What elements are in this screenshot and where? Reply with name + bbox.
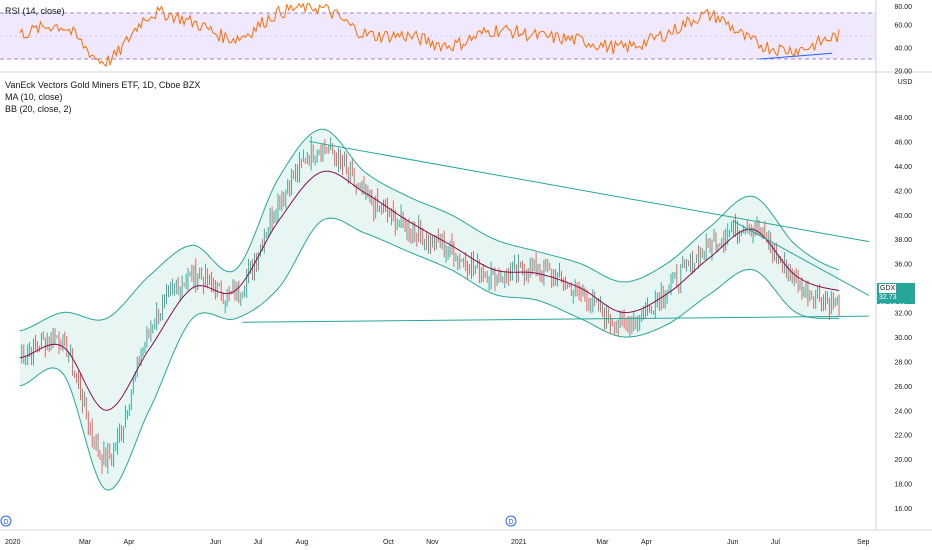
date-tick-label: 2021 (511, 539, 527, 546)
date-tick-label: Aug (296, 539, 309, 546)
last-price-tag: GDX32.73 05:13:11 (877, 283, 915, 310)
trendline-support[interactable] (242, 315, 869, 323)
price-tick-label: 48.00 (894, 115, 912, 122)
date-tick-label: Jun (210, 539, 221, 546)
event-marker-2-label: D (508, 519, 513, 526)
date-tick-label: 2020 (5, 539, 21, 546)
bb-legend[interactable]: BB (20, close, 2) (5, 104, 72, 114)
rsi-tick-label: 20.00 (894, 69, 912, 76)
price-scale[interactable]: 48.0046.0044.0042.0040.0038.0036.0034.00… (894, 115, 912, 513)
price-tick-label: 18.00 (894, 482, 912, 489)
date-tick-label: Jul (254, 539, 263, 546)
trendline-recent[interactable] (732, 220, 870, 296)
rsi-price-scale[interactable]: 80.00 60.00 40.00 20.00 (894, 4, 912, 76)
trendline-upper[interactable] (308, 140, 870, 243)
rsi-tick-label: 80.00 (894, 4, 912, 11)
date-tick-label: Oct (383, 539, 394, 546)
price-tick-label: 28.00 (894, 359, 912, 366)
price-tick-label: 20.00 (894, 457, 912, 464)
date-tick-label: Mar (79, 539, 92, 546)
chart-title[interactable]: VanEck Vectors Gold Miners ETF, 1D, Cboe… (5, 80, 201, 90)
date-tick-label: Sep (857, 539, 870, 546)
date-tick-label: Nov (426, 539, 439, 546)
price-tick-label: 32.00 (894, 311, 912, 318)
price-tag-price: 32.73 (879, 294, 897, 301)
price-tick-label: 42.00 (894, 188, 912, 195)
price-tick-label: 44.00 (894, 164, 912, 171)
time-scale[interactable]: 2020 Mar Apr Jun Jul Aug Oct Nov 2021 Mar Apr Jun Ju… (5, 539, 870, 546)
price-tick-label: 38.00 (894, 237, 912, 244)
rsi-legend[interactable]: RSI (14, close) (5, 6, 65, 16)
event-marker-1[interactable]: D (0, 515, 12, 527)
price-tick-label: 22.00 (894, 433, 912, 440)
bollinger-upper-band (19, 128, 840, 332)
price-bars (21, 136, 840, 475)
price-tick-label: 24.00 (894, 408, 912, 415)
bollinger-band-fill (19, 129, 840, 491)
event-marker-2[interactable]: D (505, 515, 517, 527)
price-tick-label: 16.00 (894, 506, 912, 513)
date-tick-label: Apr (641, 539, 653, 546)
rsi-tick-label: 40.00 (894, 46, 912, 53)
price-tick-label: 46.00 (894, 139, 912, 146)
currency-label: USD (898, 79, 913, 86)
price-tag-countdown: 05:13:11 (879, 303, 906, 310)
rsi-line (19, 2, 840, 68)
price-tick-label: 36.00 (894, 262, 912, 269)
date-tick-label: Jul (771, 539, 780, 546)
price-tag-ticker: GDX (879, 284, 897, 293)
event-marker-1-label: D (3, 519, 8, 526)
price-tick-label: 30.00 (894, 335, 912, 342)
date-tick-label: Jun (727, 539, 738, 546)
price-tick-label: 26.00 (894, 384, 912, 391)
bollinger-lower-band (19, 217, 840, 491)
date-tick-label: Mar (596, 539, 609, 546)
rsi-divergence-line (759, 52, 833, 60)
rsi-tick-label: 60.00 (894, 23, 912, 30)
date-tick-label: Apr (124, 539, 136, 546)
moving-average-line (19, 170, 840, 411)
ma-legend[interactable]: MA (10, close) (5, 92, 63, 102)
price-tick-label: 40.00 (894, 213, 912, 220)
